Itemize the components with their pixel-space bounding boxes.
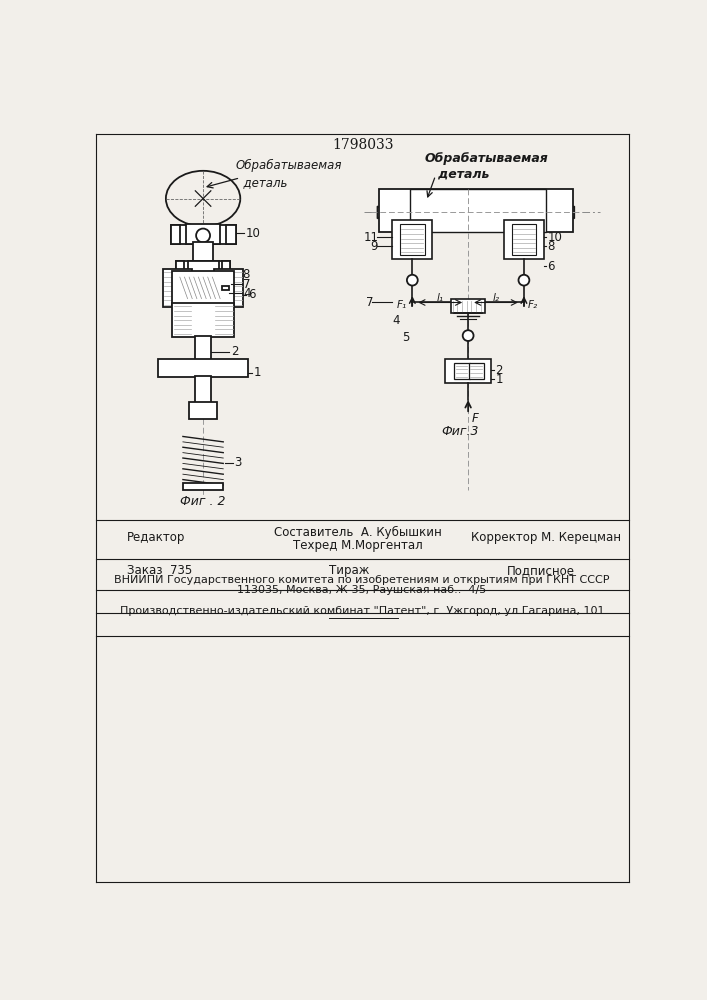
Text: Обрабатываемая
   деталь: Обрабатываемая деталь [425,152,549,181]
Text: Техред М.Моргентал: Техред М.Моргентал [293,539,423,552]
Text: 8: 8 [242,267,249,280]
Bar [193,276,213,295]
Bar [176,261,230,278]
Bar [454,363,469,379]
Bar [163,269,192,307]
Text: Обрабатываемая
  деталь: Обрабатываемая деталь [235,159,342,189]
Text: 3: 3 [234,456,242,469]
Text: 113035, Москва, Ж-35, Раушская наб..  4/5: 113035, Москва, Ж-35, Раушская наб.. 4/5 [238,585,486,595]
Text: l₁: l₁ [437,293,444,303]
Text: 11: 11 [363,231,378,244]
Bar [195,336,211,360]
Text: Производственно-издательский комбинат "Патент", г. Ужгород, ул.Гагарина, 101: Производственно-издательский комбинат "П… [119,606,604,616]
Text: F: F [472,412,479,425]
Text: 2: 2 [231,345,238,358]
Bar [172,303,234,337]
Text: 9: 9 [370,240,378,253]
Text: 7: 7 [366,296,373,309]
Bar [400,224,425,255]
Bar [172,271,234,305]
Bar [410,189,546,232]
Text: 10: 10 [547,231,562,244]
Text: 6: 6 [248,288,255,301]
Text: 8: 8 [547,240,554,253]
Ellipse shape [182,275,220,301]
Text: 6: 6 [547,260,555,273]
Bar [170,225,235,244]
Circle shape [518,275,530,286]
Text: Заказ  735: Заказ 735 [127,564,192,577]
Bar [193,242,213,262]
Bar [222,286,230,290]
Circle shape [407,275,418,286]
Bar [187,261,218,278]
Bar [183,483,223,490]
Bar [226,225,235,244]
Text: l₂: l₂ [493,293,500,303]
Circle shape [462,330,474,341]
Bar [186,224,220,244]
Text: Корректор М. Керецман: Корректор М. Керецман [471,531,621,544]
Bar [379,189,573,232]
Text: 10: 10 [246,227,261,240]
Bar [214,269,243,307]
Bar [158,359,248,377]
Bar [469,363,484,379]
Text: Редактор: Редактор [127,531,185,544]
Bar [445,359,491,383]
Text: Тираж: Тираж [329,564,369,577]
Bar [512,224,537,255]
Text: Подписное: Подписное [507,564,575,577]
Text: 2: 2 [495,364,503,377]
Text: 1: 1 [253,366,261,379]
Bar [223,261,230,278]
Text: 7: 7 [243,278,251,291]
Text: ВНИИПИ Государственного комитета по изобретениям и открытиям при ГКНТ СССР: ВНИИПИ Государственного комитета по изоб… [115,575,609,585]
Text: F₁: F₁ [397,300,407,310]
Text: 4: 4 [392,314,400,327]
Bar [189,402,217,419]
Text: Составитель  А. Кубышкин: Составитель А. Кубышкин [274,526,442,539]
Bar [176,261,184,278]
Text: 1798033: 1798033 [332,138,394,152]
Bar [195,376,211,403]
Text: Фиг.3: Фиг.3 [442,425,479,438]
Circle shape [196,229,210,242]
Text: 5: 5 [402,331,409,344]
Text: F₂: F₂ [528,300,538,310]
Text: Фиг . 2: Фиг . 2 [180,495,226,508]
Bar [392,220,433,259]
Bar [170,225,180,244]
Text: 4: 4 [243,287,251,300]
Text: 1: 1 [495,373,503,386]
Bar [504,220,544,259]
Bar [451,299,485,313]
